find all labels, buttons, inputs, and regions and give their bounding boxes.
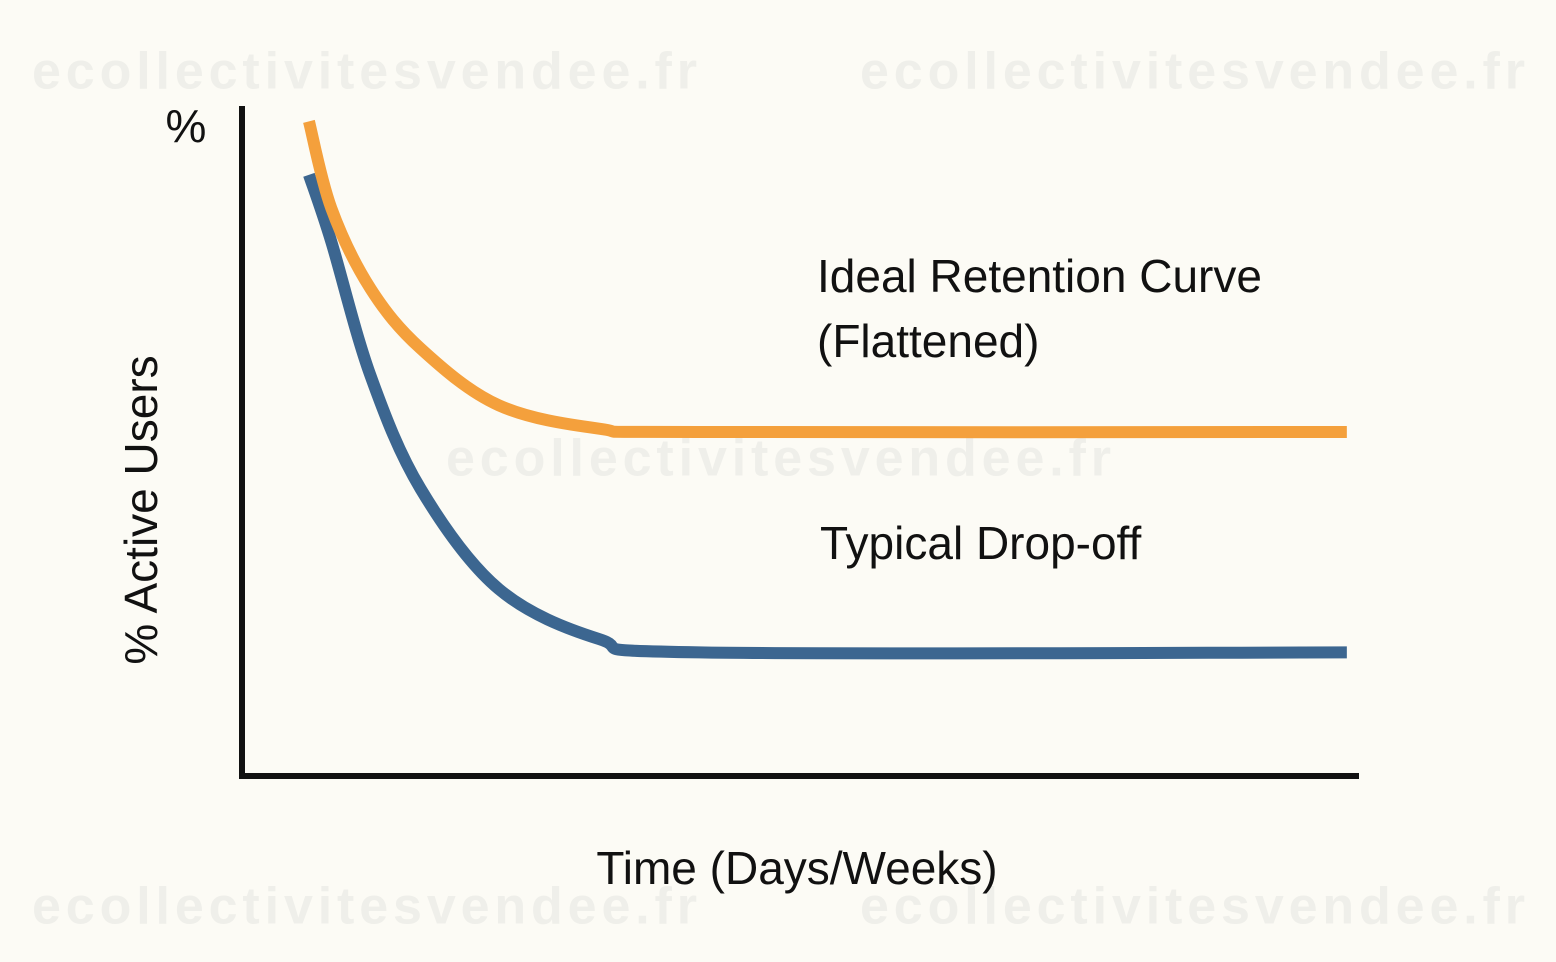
series-label: Ideal Retention Curve	[817, 250, 1262, 302]
series-label: (Flattened)	[817, 315, 1039, 367]
watermark: ecollectivitesvendee.fr	[32, 43, 697, 101]
line	[303, 119, 1347, 439]
watermark: ecollectivitesvendee.fr	[32, 878, 697, 936]
watermark: ecollectivitesvendee.fr	[860, 43, 1525, 101]
watermark: ecollectivitesvendee.fr	[446, 430, 1111, 488]
y-axis-label: % Active Users	[115, 355, 167, 664]
y-axis-unit: %	[166, 100, 207, 152]
watermark: ecollectivitesvendee.fr	[860, 878, 1525, 936]
x-axis-label: Time (Days/Weeks)	[596, 842, 997, 894]
series-label: Typical Drop-off	[820, 517, 1142, 569]
line	[303, 172, 1347, 660]
